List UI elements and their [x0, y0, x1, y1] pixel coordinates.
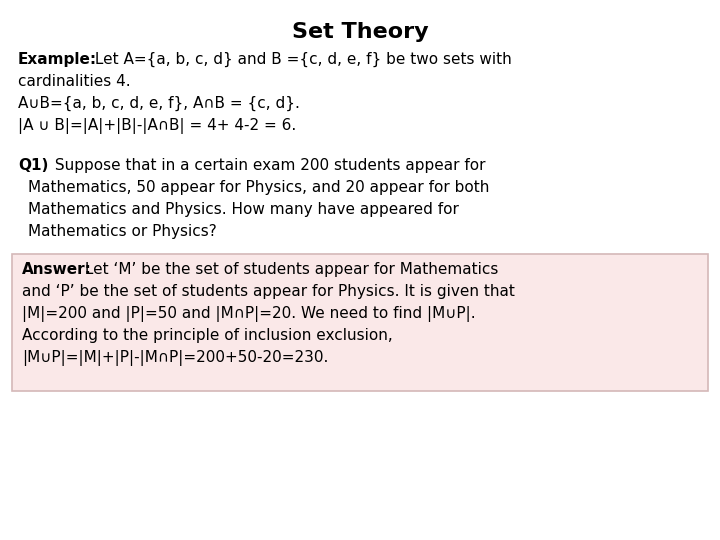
Text: |M∪P|=|M|+|P|-|M∩P|=200+50-20=230.: |M∪P|=|M|+|P|-|M∩P|=200+50-20=230. [22, 350, 328, 367]
Text: A∪B={a, b, c, d, e, f}, A∩B = {c, d}.: A∪B={a, b, c, d, e, f}, A∩B = {c, d}. [18, 96, 300, 111]
FancyBboxPatch shape [12, 254, 708, 391]
Text: and ‘P’ be the set of students appear for Physics. It is given that: and ‘P’ be the set of students appear fo… [22, 285, 515, 299]
Text: Mathematics or Physics?: Mathematics or Physics? [28, 224, 217, 239]
Text: |A ∪ B|=|A|+|B|-|A∩B| = 4+ 4-2 = 6.: |A ∪ B|=|A|+|B|-|A∩B| = 4+ 4-2 = 6. [18, 118, 296, 134]
Text: Example:: Example: [18, 52, 97, 67]
Text: Set Theory: Set Theory [292, 22, 428, 42]
Text: According to the principle of inclusion exclusion,: According to the principle of inclusion … [22, 328, 392, 343]
Text: cardinalities 4.: cardinalities 4. [18, 74, 130, 89]
Text: Mathematics, 50 appear for Physics, and 20 appear for both: Mathematics, 50 appear for Physics, and … [28, 180, 490, 194]
Text: |M|=200 and |P|=50 and |M∩P|=20. We need to find |M∪P|.: |M|=200 and |P|=50 and |M∩P|=20. We need… [22, 306, 476, 322]
Text: Answer:: Answer: [22, 262, 92, 278]
Text: Mathematics and Physics. How many have appeared for: Mathematics and Physics. How many have a… [28, 201, 459, 217]
Text: Suppose that in a certain exam 200 students appear for: Suppose that in a certain exam 200 stude… [50, 158, 485, 173]
Text: Let ‘M’ be the set of students appear for Mathematics: Let ‘M’ be the set of students appear fo… [80, 262, 498, 278]
Text: Let A={a, b, c, d} and B ={c, d, e, f} be two sets with: Let A={a, b, c, d} and B ={c, d, e, f} b… [90, 52, 512, 67]
Text: Q1): Q1) [18, 158, 48, 173]
